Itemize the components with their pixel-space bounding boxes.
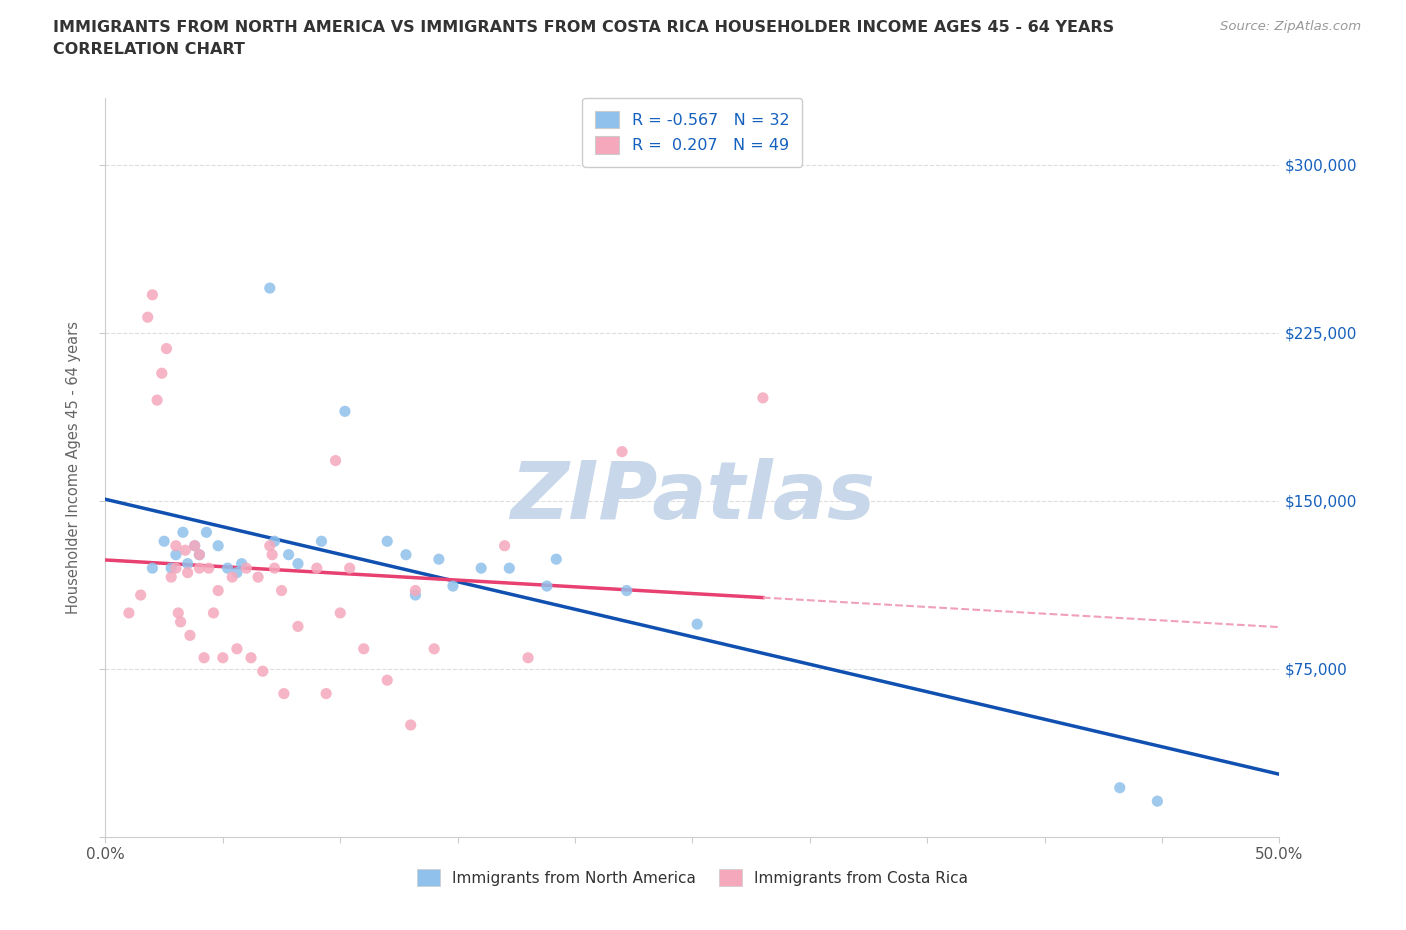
Point <box>226 642 249 657</box>
Point <box>536 578 558 593</box>
Point <box>263 561 285 576</box>
Point <box>305 561 328 576</box>
Point <box>329 605 352 620</box>
Point <box>325 453 347 468</box>
Point <box>404 583 426 598</box>
Point <box>160 561 183 576</box>
Text: ZIPatlas: ZIPatlas <box>510 458 875 536</box>
Point <box>616 583 638 598</box>
Point <box>165 561 187 576</box>
Point <box>155 341 177 356</box>
Point <box>183 538 205 553</box>
Text: Source: ZipAtlas.com: Source: ZipAtlas.com <box>1220 20 1361 33</box>
Point <box>259 281 281 296</box>
Legend: Immigrants from North America, Immigrants from Costa Rica: Immigrants from North America, Immigrant… <box>411 863 974 892</box>
Point <box>423 642 446 657</box>
Point <box>150 365 173 380</box>
Point <box>231 556 253 571</box>
Point <box>427 551 450 566</box>
Point <box>517 650 540 665</box>
Point <box>169 615 191 630</box>
Point <box>252 664 274 679</box>
Point <box>207 583 229 598</box>
Point <box>375 672 398 687</box>
Point <box>176 565 198 580</box>
Point <box>470 561 492 576</box>
Point <box>217 561 239 576</box>
Point <box>270 583 292 598</box>
Point <box>1146 793 1168 808</box>
Point <box>193 650 215 665</box>
Point <box>188 547 211 562</box>
Point <box>146 392 169 407</box>
Point <box>247 570 270 585</box>
Point <box>441 578 464 593</box>
Point <box>153 534 176 549</box>
Point <box>174 543 197 558</box>
Point <box>259 538 281 553</box>
Point <box>172 525 194 539</box>
Point <box>167 605 190 620</box>
Point <box>195 525 218 539</box>
Point <box>498 561 520 576</box>
Point <box>404 588 426 603</box>
Point <box>375 534 398 549</box>
Point <box>176 556 198 571</box>
Point <box>235 561 257 576</box>
Point <box>202 605 225 620</box>
Point <box>273 686 295 701</box>
Point <box>287 556 309 571</box>
Point <box>546 551 568 566</box>
Point <box>165 538 187 553</box>
Point <box>141 561 163 576</box>
Point <box>207 538 229 553</box>
Point <box>183 538 205 553</box>
Point <box>1108 780 1130 795</box>
Point <box>197 561 219 576</box>
Y-axis label: Householder Income Ages 45 - 64 years: Householder Income Ages 45 - 64 years <box>66 321 82 614</box>
Point <box>211 650 233 665</box>
Text: CORRELATION CHART: CORRELATION CHART <box>53 42 245 57</box>
Point <box>686 617 709 631</box>
Point <box>263 534 285 549</box>
Point <box>118 605 141 620</box>
Point <box>226 565 249 580</box>
Point <box>287 619 309 634</box>
Text: IMMIGRANTS FROM NORTH AMERICA VS IMMIGRANTS FROM COSTA RICA HOUSEHOLDER INCOME A: IMMIGRANTS FROM NORTH AMERICA VS IMMIGRA… <box>53 20 1115 35</box>
Point <box>136 310 159 325</box>
Point <box>353 642 375 657</box>
Point <box>311 534 333 549</box>
Point <box>188 547 211 562</box>
Point <box>165 547 187 562</box>
Point <box>262 547 284 562</box>
Point <box>179 628 201 643</box>
Point <box>333 404 356 418</box>
Point <box>221 570 243 585</box>
Point <box>129 588 152 603</box>
Point <box>610 445 633 459</box>
Point <box>240 650 263 665</box>
Point <box>188 561 211 576</box>
Point <box>399 718 422 733</box>
Point <box>315 686 337 701</box>
Point <box>160 570 183 585</box>
Point <box>277 547 299 562</box>
Point <box>395 547 418 562</box>
Point <box>494 538 516 553</box>
Point <box>752 391 775 405</box>
Point <box>339 561 361 576</box>
Point <box>141 287 163 302</box>
